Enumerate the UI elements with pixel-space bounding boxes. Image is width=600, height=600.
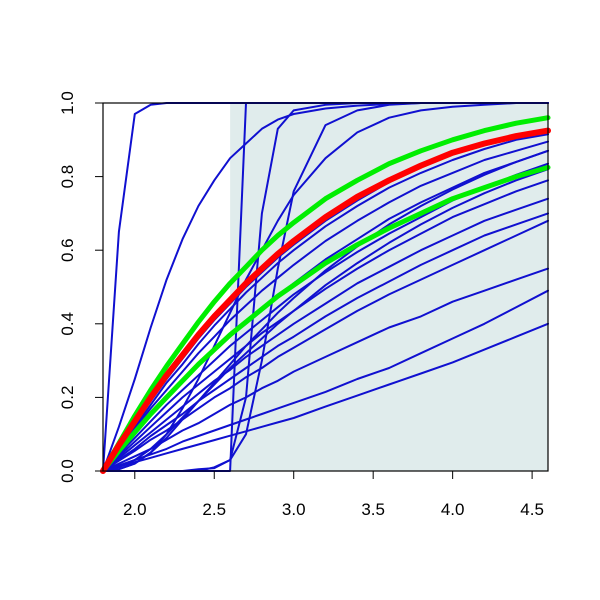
curve-line-14 (102, 212, 549, 472)
median-line-0 (100, 127, 551, 474)
x-tick-label-1: 2.5 (202, 500, 226, 519)
curve-line-22 (102, 140, 549, 472)
curve-line-20 (102, 168, 549, 472)
curve-line-13 (102, 197, 549, 472)
y-tick-label-1: 0.2 (58, 386, 77, 410)
x-tick-label-5: 4.5 (520, 500, 544, 519)
plot-frame (102, 102, 549, 472)
curve-line-15 (102, 219, 549, 472)
axes-group: 2.0 2.5 3.0 3.5 4.0 4.5 0.0 0.2 0.4 0.6 0.8 1.0 (58, 91, 549, 519)
y-tick-label-3: 0.6 (58, 238, 77, 262)
shaded-region (230, 103, 548, 471)
curve-line-9 (102, 133, 549, 472)
y-tick-label-2: 0.4 (58, 312, 77, 336)
curve-line-12 (102, 179, 549, 472)
curve-line-16 (102, 267, 549, 472)
lower-band-line-2 (100, 164, 551, 474)
x-tick-label-4: 4.0 (441, 500, 465, 519)
curve-line-18 (102, 322, 549, 472)
y-tick-label-5: 1.0 (58, 91, 77, 115)
curve-line-19 (102, 149, 549, 472)
upper-band-line-1 (100, 115, 551, 474)
x-tick-label-3: 3.5 (361, 500, 385, 519)
x-tick-label-2: 3.0 (282, 500, 306, 519)
y-tick-label-4: 0.8 (58, 165, 77, 189)
curve-line-17 (102, 289, 549, 472)
x-tick-label-0: 2.0 (123, 500, 147, 519)
y-tick-label-0: 0.0 (58, 459, 77, 483)
